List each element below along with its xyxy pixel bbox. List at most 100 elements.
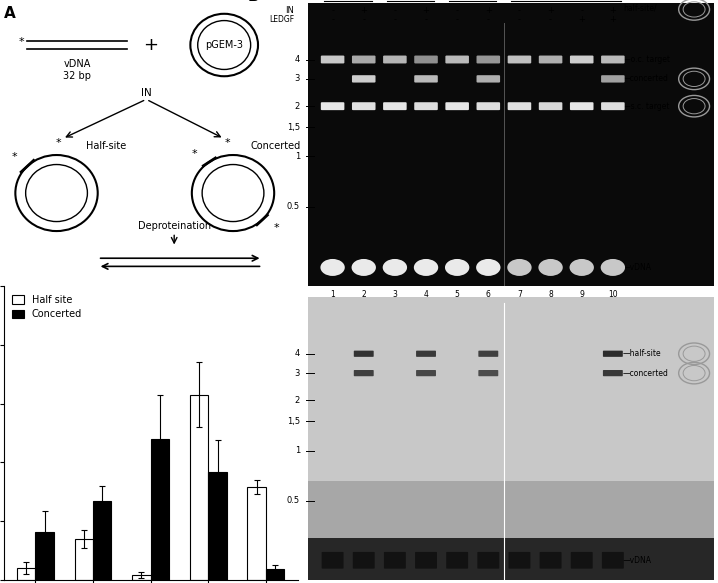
FancyBboxPatch shape — [538, 55, 562, 64]
Text: 1: 1 — [330, 290, 335, 299]
Text: *: * — [11, 152, 17, 161]
Text: +: + — [610, 15, 616, 24]
Text: IN: IN — [285, 6, 294, 15]
FancyBboxPatch shape — [308, 297, 714, 580]
Text: -: - — [549, 15, 552, 24]
Text: 3: 3 — [393, 290, 397, 299]
Text: 0.5: 0.5 — [287, 202, 300, 211]
Text: -: - — [393, 15, 396, 24]
Text: -: - — [393, 6, 396, 15]
FancyBboxPatch shape — [601, 75, 625, 83]
FancyBboxPatch shape — [354, 350, 373, 357]
FancyBboxPatch shape — [414, 75, 438, 83]
Text: 3: 3 — [294, 368, 300, 378]
Text: B: B — [247, 0, 259, 3]
Text: —vDNA: —vDNA — [623, 263, 652, 272]
Text: +: + — [485, 6, 492, 15]
Text: —concerted: —concerted — [623, 368, 669, 378]
Circle shape — [601, 259, 625, 276]
Text: 1,5: 1,5 — [287, 122, 300, 132]
Text: -: - — [518, 6, 521, 15]
FancyBboxPatch shape — [321, 55, 345, 64]
FancyBboxPatch shape — [477, 552, 499, 568]
Text: half-site/: half-site/ — [623, 3, 657, 12]
FancyBboxPatch shape — [352, 55, 376, 64]
Text: -: - — [424, 15, 427, 24]
Text: 8: 8 — [549, 290, 553, 299]
Text: 4: 4 — [295, 349, 300, 358]
Bar — [248, 487, 266, 580]
Bar — [208, 472, 227, 580]
Text: vDNA: vDNA — [63, 59, 90, 69]
Circle shape — [445, 259, 470, 276]
FancyBboxPatch shape — [384, 552, 406, 568]
FancyBboxPatch shape — [601, 55, 625, 64]
FancyBboxPatch shape — [352, 75, 376, 83]
FancyBboxPatch shape — [414, 102, 438, 110]
Bar — [93, 501, 111, 580]
FancyBboxPatch shape — [508, 55, 531, 64]
FancyBboxPatch shape — [322, 552, 344, 568]
FancyBboxPatch shape — [477, 102, 500, 110]
FancyBboxPatch shape — [353, 552, 375, 568]
FancyBboxPatch shape — [445, 102, 469, 110]
Circle shape — [320, 259, 345, 276]
Text: *: * — [274, 223, 279, 233]
Circle shape — [476, 259, 500, 276]
Text: 2: 2 — [295, 101, 300, 111]
Circle shape — [569, 259, 594, 276]
Text: Concerted: Concerted — [251, 141, 301, 151]
FancyBboxPatch shape — [416, 350, 436, 357]
FancyBboxPatch shape — [570, 55, 594, 64]
FancyBboxPatch shape — [308, 3, 714, 286]
FancyBboxPatch shape — [478, 350, 498, 357]
Text: *: * — [55, 138, 61, 148]
Text: 5: 5 — [454, 290, 460, 299]
Circle shape — [507, 259, 531, 276]
Bar — [75, 539, 93, 580]
Text: *: * — [224, 138, 230, 148]
FancyBboxPatch shape — [383, 102, 406, 110]
Text: —half-site: —half-site — [623, 349, 662, 358]
Text: 7: 7 — [517, 290, 522, 299]
FancyBboxPatch shape — [446, 552, 468, 568]
FancyBboxPatch shape — [601, 102, 625, 110]
Text: 2: 2 — [295, 396, 300, 405]
FancyBboxPatch shape — [415, 552, 437, 568]
Text: +: + — [610, 6, 616, 15]
FancyBboxPatch shape — [308, 481, 714, 580]
FancyBboxPatch shape — [308, 538, 714, 580]
Bar — [35, 532, 54, 580]
Bar — [151, 439, 169, 580]
FancyBboxPatch shape — [508, 552, 531, 568]
Text: 1,5: 1,5 — [287, 417, 300, 426]
Text: -: - — [363, 15, 365, 24]
FancyBboxPatch shape — [321, 102, 345, 110]
Circle shape — [352, 259, 376, 276]
FancyBboxPatch shape — [508, 102, 531, 110]
Text: 6: 6 — [486, 290, 490, 299]
Text: 4: 4 — [424, 290, 429, 299]
Circle shape — [383, 259, 407, 276]
Text: —concerted: —concerted — [623, 75, 669, 83]
Text: Half-site: Half-site — [86, 141, 126, 151]
Bar — [132, 575, 151, 580]
Text: +: + — [143, 36, 158, 54]
FancyBboxPatch shape — [445, 55, 469, 64]
Text: -: - — [487, 15, 490, 24]
Circle shape — [414, 259, 438, 276]
FancyBboxPatch shape — [571, 552, 592, 568]
Text: 0.5: 0.5 — [287, 496, 300, 505]
Bar — [266, 570, 284, 580]
Text: -: - — [518, 15, 521, 24]
Text: pGEM-3: pGEM-3 — [205, 40, 243, 50]
FancyBboxPatch shape — [477, 75, 500, 83]
FancyBboxPatch shape — [416, 370, 436, 376]
FancyBboxPatch shape — [352, 102, 376, 110]
Text: —o.c. target: —o.c. target — [623, 55, 670, 64]
Text: +: + — [423, 6, 429, 15]
Text: —s.c. target: —s.c. target — [623, 101, 669, 111]
Text: IN: IN — [141, 88, 151, 98]
Text: +: + — [360, 6, 367, 15]
Text: -: - — [456, 15, 459, 24]
